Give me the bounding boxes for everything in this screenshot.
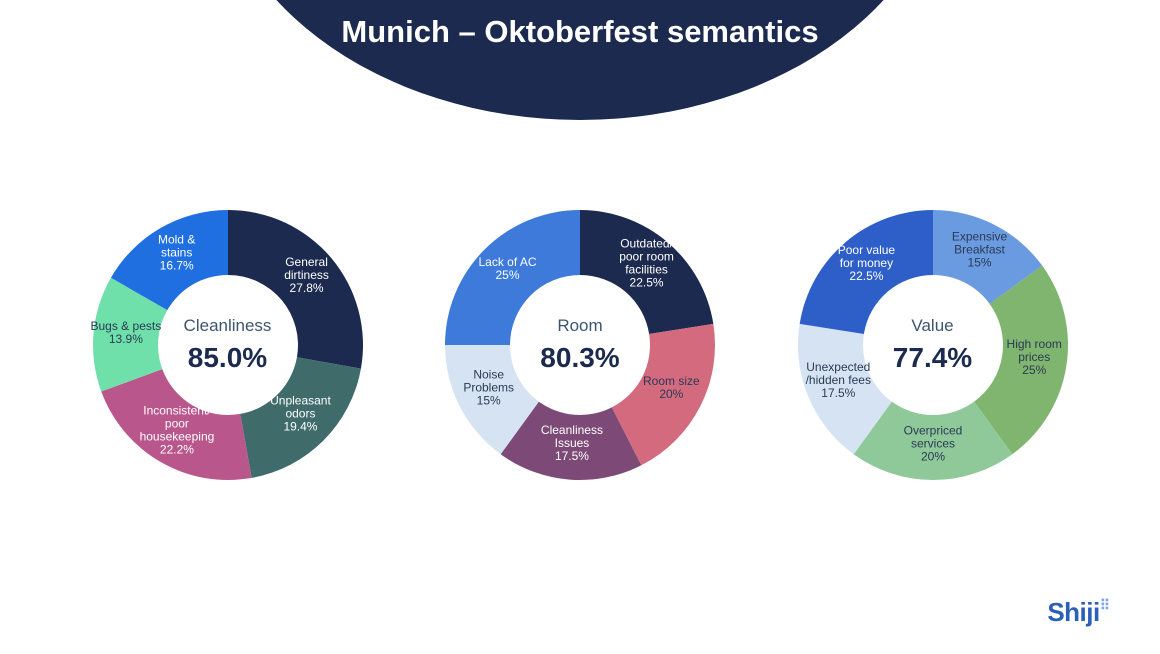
donut-cleanliness-svg: Generaldirtiness27.8%Unpleasantodors19.4… — [73, 190, 383, 500]
brand-logo-text: Shiji — [1047, 597, 1099, 627]
donut-room-svg: Outdated/poor roomfacilities22.5%Room si… — [425, 190, 735, 500]
brand-logo-dots-icon: ⠿ — [1100, 597, 1112, 613]
slice-label-cleanliness-4: Mold &stains16.7% — [157, 232, 194, 272]
header-arc: Munich – Oktoberfest semantics — [210, 0, 950, 120]
page-title: Munich – Oktoberfest semantics — [341, 14, 818, 50]
donut-value: ExpensiveBreakfast15%High roomprices25%O… — [778, 190, 1088, 500]
donut-value-svg: ExpensiveBreakfast15%High roomprices25%O… — [778, 190, 1088, 500]
brand-logo: Shiji⠿ — [1047, 597, 1112, 628]
charts-row: Generaldirtiness27.8%Unpleasantodors19.4… — [0, 190, 1160, 500]
donut-room: Outdated/poor roomfacilities22.5%Room si… — [425, 190, 735, 500]
donut-cleanliness: Generaldirtiness27.8%Unpleasantodors19.4… — [73, 190, 383, 500]
slice-label-cleanliness-0: Generaldirtiness27.8% — [284, 255, 329, 295]
